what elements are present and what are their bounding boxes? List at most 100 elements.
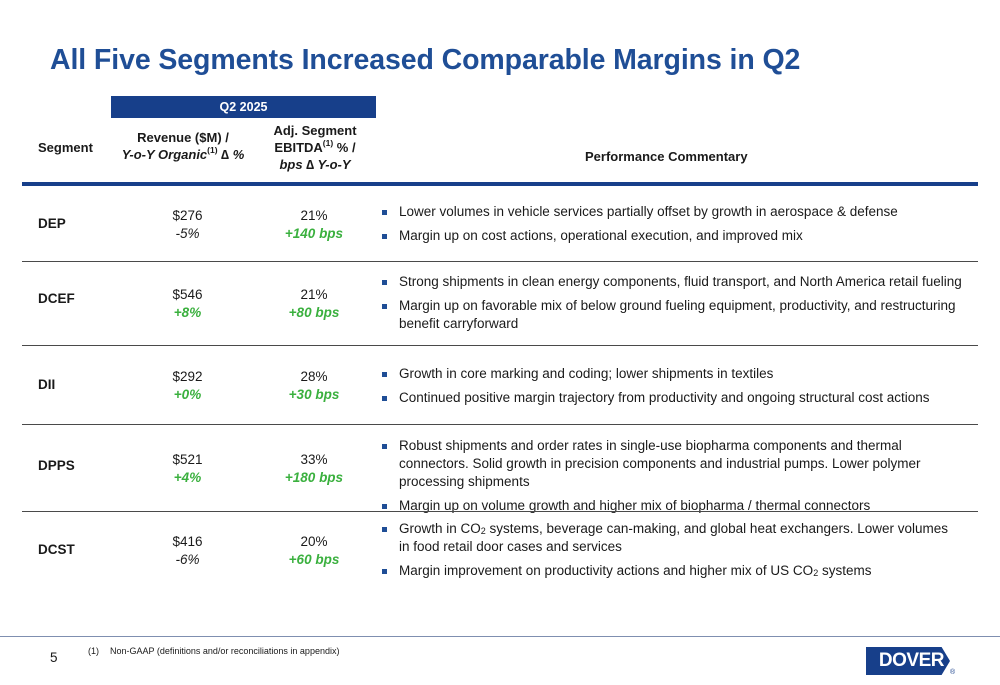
- revenue-value: $546: [172, 287, 203, 302]
- row-divider: [22, 424, 978, 425]
- margin-value: 33%: [300, 452, 328, 467]
- commentary-bullet: Growth in CO2 systems, beverage can-maki…: [382, 520, 962, 556]
- period-header-band: Q2 2025: [111, 96, 376, 118]
- bps-change: +60 bps: [288, 552, 340, 567]
- ebitda-header-bps: bps ∆ Y-o-Y: [279, 157, 351, 172]
- revenue-cell: $292 +0%: [110, 368, 265, 404]
- registered-mark: ®: [950, 669, 956, 676]
- footnote: (1) Non-GAAP (definitions and/or reconcil…: [88, 646, 339, 656]
- ebitda-header-footnote-ref: (1): [322, 137, 334, 148]
- ebitda-header-suffix: % /: [333, 140, 356, 155]
- margin-value: 20%: [300, 534, 328, 549]
- ebitda-cell: 28% +30 bps: [262, 368, 366, 404]
- organic-growth: +8%: [173, 305, 202, 320]
- commentary-text: Lower volumes in vehicle services partia…: [399, 204, 898, 219]
- bullet-icon: [382, 210, 387, 215]
- commentary-bullet: Margin up on volume growth and higher mi…: [382, 497, 962, 515]
- commentary-bullet: Margin up on favorable mix of below grou…: [382, 297, 962, 333]
- commentary-bullet: Strong shipments in clean energy compone…: [382, 273, 962, 291]
- commentary-bullet: Robust shipments and order rates in sing…: [382, 437, 962, 491]
- ebitda-column-header: Adj. Segment EBITDA(1) % / bps ∆ Y-o-Y: [263, 122, 367, 173]
- ebitda-cell: 20% +60 bps: [262, 533, 366, 569]
- commentary-bullet: Margin improvement on productivity actio…: [382, 562, 962, 580]
- ebitda-header-line3: bps ∆ Y-o-Y: [263, 156, 367, 173]
- ebitda-cell: 21% +80 bps: [262, 286, 366, 322]
- bullet-icon: [382, 396, 387, 401]
- bullet-icon: [382, 234, 387, 239]
- commentary-bullet: Margin up on cost actions, operational e…: [382, 227, 962, 245]
- revenue-header-line1: Revenue ($M) /: [137, 130, 229, 145]
- commentary-bullet: Growth in core marking and coding; lower…: [382, 365, 962, 383]
- row-divider: [22, 511, 978, 512]
- revenue-value: $292: [172, 369, 203, 384]
- commentary-text: Strong shipments in clean energy compone…: [399, 274, 962, 289]
- ebitda-cell: 21% +140 bps: [262, 207, 366, 243]
- segment-name: DPPS: [38, 458, 75, 473]
- bullet-icon: [382, 569, 387, 574]
- commentary-bullet: Continued positive margin trajectory fro…: [382, 389, 962, 407]
- commentary-list: Strong shipments in clean energy compone…: [382, 273, 962, 339]
- commentary-text-part: systems: [818, 563, 872, 578]
- footnote-text: Non-GAAP (definitions and/or reconciliat…: [110, 646, 340, 656]
- table-row: DCEF $546 +8% 21% +80 bps Strong shipmen…: [22, 262, 978, 345]
- margin-value: 21%: [300, 208, 328, 223]
- table-row: DII $292 +0% 28% +30 bps Growth in core …: [22, 346, 978, 424]
- organic-growth: +0%: [173, 387, 202, 402]
- footnote-mark: (1): [88, 646, 99, 656]
- ebitda-cell: 33% +180 bps: [262, 451, 366, 487]
- commentary-text: Continued positive margin trajectory fro…: [399, 390, 930, 405]
- table-row: DCST $416 -6% 20% +60 bps Growth in CO2 …: [22, 512, 978, 602]
- table-row: DEP $276 -5% 21% +140 bps Lower volumes …: [22, 186, 978, 261]
- revenue-header-footnote-ref: (1): [207, 144, 218, 155]
- ebitda-header-line1: Adj. Segment: [273, 123, 357, 138]
- bullet-icon: [382, 372, 387, 377]
- commentary-subscript: 2: [813, 568, 819, 578]
- commentary-text: Margin up on favorable mix of below grou…: [399, 298, 956, 331]
- commentary-column-header: Performance Commentary: [585, 149, 748, 164]
- organic-growth: -5%: [175, 226, 200, 241]
- bps-change: +140 bps: [284, 226, 344, 241]
- page-number: 5: [50, 650, 58, 665]
- commentary-text-part: systems, beverage can-making, and global…: [399, 521, 949, 554]
- revenue-column-header: Revenue ($M) / Y-o-Y Organic(1) ∆ %: [106, 129, 260, 163]
- commentary-text-part: Growth in CO: [399, 521, 481, 536]
- organic-growth: -6%: [175, 552, 200, 567]
- segment-name: DII: [38, 377, 56, 392]
- commentary-text: Margin up on volume growth and higher mi…: [399, 498, 871, 513]
- logo-wordmark: DOVER: [866, 647, 950, 675]
- page-title: All Five Segments Increased Comparable M…: [50, 44, 801, 76]
- bullet-icon: [382, 527, 387, 532]
- revenue-value: $416: [172, 534, 203, 549]
- organic-growth: +4%: [173, 470, 202, 485]
- ebitda-header-ebitda: EBITDA: [274, 140, 323, 155]
- margin-value: 21%: [300, 287, 328, 302]
- footer-divider: [0, 636, 1000, 637]
- margin-value: 28%: [300, 369, 328, 384]
- commentary-text-part: Margin improvement on productivity actio…: [399, 563, 814, 578]
- bps-change: +30 bps: [288, 387, 340, 402]
- revenue-value: $521: [172, 452, 203, 467]
- table-row: DPPS $521 +4% 33% +180 bps Robust shipme…: [22, 425, 978, 513]
- bps-change: +180 bps: [284, 470, 344, 485]
- commentary-bullet: Lower volumes in vehicle services partia…: [382, 203, 962, 221]
- dover-logo: DOVER ®: [866, 647, 956, 679]
- commentary-list: Growth in core marking and coding; lower…: [382, 365, 962, 413]
- revenue-cell: $276 -5%: [110, 207, 265, 243]
- revenue-header-line2: Y-o-Y Organic(1) ∆ %: [106, 144, 260, 163]
- bps-change: +80 bps: [288, 305, 340, 320]
- row-divider: [22, 345, 978, 346]
- bullet-icon: [382, 504, 387, 509]
- commentary-text: Margin improvement on productivity actio…: [399, 563, 871, 578]
- commentary-text: Margin up on cost actions, operational e…: [399, 228, 803, 243]
- bullet-icon: [382, 444, 387, 449]
- revenue-header-suffix: ∆ %: [217, 147, 245, 162]
- commentary-list: Robust shipments and order rates in sing…: [382, 437, 962, 521]
- commentary-text: Growth in CO2 systems, beverage can-maki…: [399, 521, 948, 554]
- revenue-header-organic: Y-o-Y Organic: [121, 147, 208, 162]
- revenue-cell: $416 -6%: [110, 533, 265, 569]
- ebitda-header-line2: EBITDA(1) % /: [263, 137, 367, 156]
- segment-column-header: Segment: [38, 140, 93, 155]
- header-divider: [22, 182, 978, 186]
- revenue-cell: $546 +8%: [110, 286, 265, 322]
- segment-name: DEP: [38, 216, 66, 231]
